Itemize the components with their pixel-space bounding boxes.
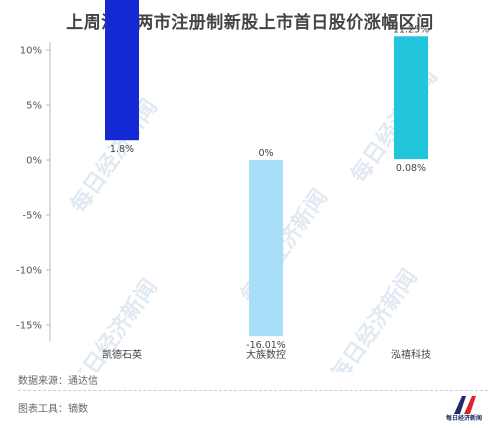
- y-tick-label: 15%: [20, 0, 42, 2]
- y-tick-label: -10%: [16, 266, 42, 277]
- y-tick-label: -15%: [16, 321, 42, 332]
- bar-1: [105, 0, 139, 141]
- bar-low-label: -16.01%: [246, 340, 286, 351]
- data-source: 数据来源：通达信: [18, 376, 98, 387]
- bar-low-label: 0.08%: [396, 163, 426, 174]
- bar-3: [394, 36, 428, 160]
- bar-high-label: 0%: [258, 148, 273, 159]
- category-label: 大族数控: [246, 348, 286, 361]
- chart-title: 上周沪深两市注册制新股上市首日股价涨幅区间: [66, 13, 434, 33]
- bar-chart: 每日经济新闻每日经济新闻每日经济新闻每日经济新闻每日经济新闻20%15%10%5…: [16, 0, 443, 372]
- brand-logo-icon: [454, 396, 476, 414]
- bar-2: [249, 160, 283, 337]
- category-label: 泓禧科技: [391, 348, 431, 361]
- footer-divider: [18, 390, 488, 391]
- y-tick-label: 10%: [20, 46, 42, 57]
- chart-tool: 图表工具：镝数: [18, 404, 88, 415]
- bar-high-label: 11.25%: [393, 24, 429, 35]
- y-tick-label: -5%: [23, 211, 42, 222]
- brand-logo-text: 每日经济新闻: [446, 415, 483, 422]
- y-tick-label: 5%: [26, 101, 42, 112]
- bar-low-label: 1.8%: [110, 144, 134, 155]
- category-label: 凯德石英: [102, 348, 142, 361]
- y-tick-label: 0%: [26, 156, 42, 167]
